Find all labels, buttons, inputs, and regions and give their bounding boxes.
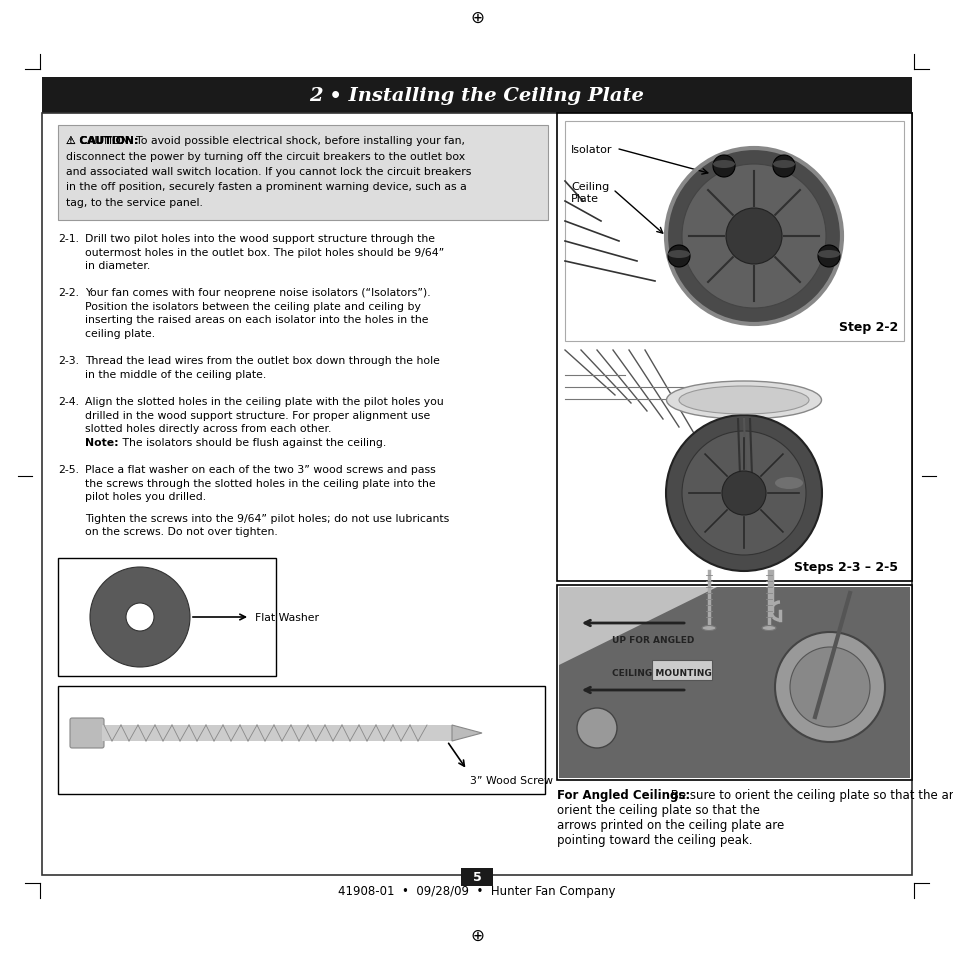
- Ellipse shape: [774, 477, 802, 490]
- Text: the screws through the slotted holes in the ceiling plate into the: the screws through the slotted holes in …: [85, 478, 436, 489]
- Text: 5: 5: [472, 871, 481, 883]
- Polygon shape: [452, 725, 481, 741]
- Text: pointing toward the ceiling peak.: pointing toward the ceiling peak.: [557, 833, 752, 846]
- Text: The isolators should be flush against the ceiling.: The isolators should be flush against th…: [119, 437, 386, 448]
- Text: inserting the raised areas on each isolator into the holes in the: inserting the raised areas on each isola…: [85, 315, 428, 325]
- Bar: [558, 587, 909, 779]
- Text: in the middle of the ceiling plate.: in the middle of the ceiling plate.: [85, 370, 266, 379]
- Text: pilot holes you drilled.: pilot holes you drilled.: [85, 492, 206, 502]
- Text: outermost holes in the outlet box. The pilot holes should be 9/64”: outermost holes in the outlet box. The p…: [85, 247, 444, 257]
- Circle shape: [681, 165, 825, 309]
- Text: 2-4.: 2-4.: [58, 397, 79, 407]
- Text: Be sure to orient the ceiling plate so that the arrows printed on the ceiling pl: Be sure to orient the ceiling plate so t…: [666, 788, 953, 801]
- Circle shape: [721, 472, 765, 516]
- Text: disconnect the power by turning off the circuit breakers to the outlet box: disconnect the power by turning off the …: [66, 152, 465, 161]
- Bar: [58, 558, 275, 677]
- Circle shape: [681, 432, 805, 556]
- Text: tag, to the service panel.: tag, to the service panel.: [66, 198, 203, 208]
- Text: 2-1.: 2-1.: [58, 233, 79, 244]
- Ellipse shape: [712, 161, 734, 169]
- Text: slotted holes directly across from each other.: slotted holes directly across from each …: [85, 424, 331, 434]
- Circle shape: [126, 603, 153, 631]
- Bar: [564, 122, 903, 341]
- Text: Place a flat washer on each of the two 3” wood screws and pass: Place a flat washer on each of the two 3…: [85, 465, 436, 475]
- Bar: [58, 126, 547, 221]
- Text: 41908-01  •  09/28/09  •  Hunter Fan Company: 41908-01 • 09/28/09 • Hunter Fan Company: [338, 884, 615, 898]
- Text: Note:: Note:: [85, 437, 118, 448]
- Text: For Angled Ceilings:: For Angled Ceilings:: [557, 788, 690, 801]
- Text: orient the ceiling plate so that the: orient the ceiling plate so that the: [557, 803, 760, 816]
- Ellipse shape: [667, 251, 689, 258]
- Circle shape: [665, 149, 841, 325]
- Text: Position the isolators between the ceiling plate and ceiling by: Position the isolators between the ceili…: [85, 302, 420, 312]
- Polygon shape: [558, 587, 717, 665]
- Circle shape: [772, 156, 794, 178]
- Circle shape: [774, 633, 884, 742]
- Text: Flat Washer: Flat Washer: [254, 613, 318, 622]
- Circle shape: [725, 209, 781, 265]
- Text: Thread the lead wires from the outlet box down through the hole: Thread the lead wires from the outlet bo…: [85, 356, 439, 366]
- Circle shape: [667, 246, 689, 268]
- Ellipse shape: [666, 381, 821, 419]
- Circle shape: [577, 708, 617, 748]
- FancyBboxPatch shape: [70, 719, 104, 748]
- Text: Ceiling
Plate: Ceiling Plate: [571, 182, 609, 203]
- Text: Steps 2-3 – 2-5: Steps 2-3 – 2-5: [793, 560, 897, 574]
- Text: Isolator: Isolator: [571, 145, 612, 154]
- Text: in the off position, securely fasten a prominent warning device, such as a: in the off position, securely fasten a p…: [66, 182, 466, 193]
- Bar: [557, 113, 911, 581]
- Text: ⊕: ⊕: [470, 9, 483, 27]
- Ellipse shape: [772, 161, 794, 169]
- Text: on the screws. Do not over tighten.: on the screws. Do not over tighten.: [85, 527, 277, 537]
- Bar: [651, 660, 711, 680]
- Ellipse shape: [817, 251, 840, 258]
- Text: UP FOR ANGLED: UP FOR ANGLED: [612, 636, 694, 645]
- Text: arrows printed on the ceiling plate are: arrows printed on the ceiling plate are: [557, 818, 783, 831]
- Text: drilled in the wood support structure. For proper alignment use: drilled in the wood support structure. F…: [85, 411, 430, 420]
- Text: Step 2-2: Step 2-2: [838, 320, 897, 334]
- Text: Tighten the screws into the 9/64” pilot holes; do not use lubricants: Tighten the screws into the 9/64” pilot …: [85, 514, 449, 523]
- Text: ⚠ CAUTION:: ⚠ CAUTION:: [66, 136, 138, 146]
- Circle shape: [817, 246, 840, 268]
- Text: CEILING MOUNTING: CEILING MOUNTING: [612, 669, 711, 678]
- Text: 2-3.: 2-3.: [58, 356, 79, 366]
- Text: ceiling plate.: ceiling plate.: [85, 329, 155, 338]
- Text: ⊕: ⊕: [470, 926, 483, 944]
- Circle shape: [665, 416, 821, 572]
- Text: 2 • Installing the Ceiling Plate: 2 • Installing the Ceiling Plate: [309, 87, 644, 105]
- Text: 3” Wood Screw: 3” Wood Screw: [470, 775, 553, 785]
- Text: in diameter.: in diameter.: [85, 261, 150, 271]
- Bar: [102, 725, 452, 741]
- Bar: [42, 113, 911, 875]
- Bar: [58, 686, 544, 794]
- Ellipse shape: [701, 626, 716, 631]
- Text: and associated wall switch location. If you cannot lock the circuit breakers: and associated wall switch location. If …: [66, 167, 471, 177]
- Circle shape: [712, 156, 734, 178]
- Text: Drill two pilot holes into the wood support structure through the: Drill two pilot holes into the wood supp…: [85, 233, 435, 244]
- Text: Align the slotted holes in the ceiling plate with the pilot holes you: Align the slotted holes in the ceiling p…: [85, 397, 443, 407]
- Circle shape: [90, 567, 190, 667]
- Bar: [460, 868, 493, 886]
- Bar: [557, 585, 911, 781]
- Text: ⚠ CAUTION: To avoid possible electrical shock, before installing your fan,: ⚠ CAUTION: To avoid possible electrical …: [66, 136, 464, 146]
- Circle shape: [789, 647, 869, 727]
- Text: Your fan comes with four neoprene noise isolators (“Isolators”).: Your fan comes with four neoprene noise …: [85, 288, 430, 298]
- Text: 2-5.: 2-5.: [58, 465, 79, 475]
- Bar: [42, 78, 911, 113]
- Text: 2-2.: 2-2.: [58, 288, 79, 298]
- Ellipse shape: [679, 387, 808, 415]
- Ellipse shape: [761, 626, 775, 631]
- Text: ⚠ CAUTION:: ⚠ CAUTION:: [66, 136, 138, 146]
